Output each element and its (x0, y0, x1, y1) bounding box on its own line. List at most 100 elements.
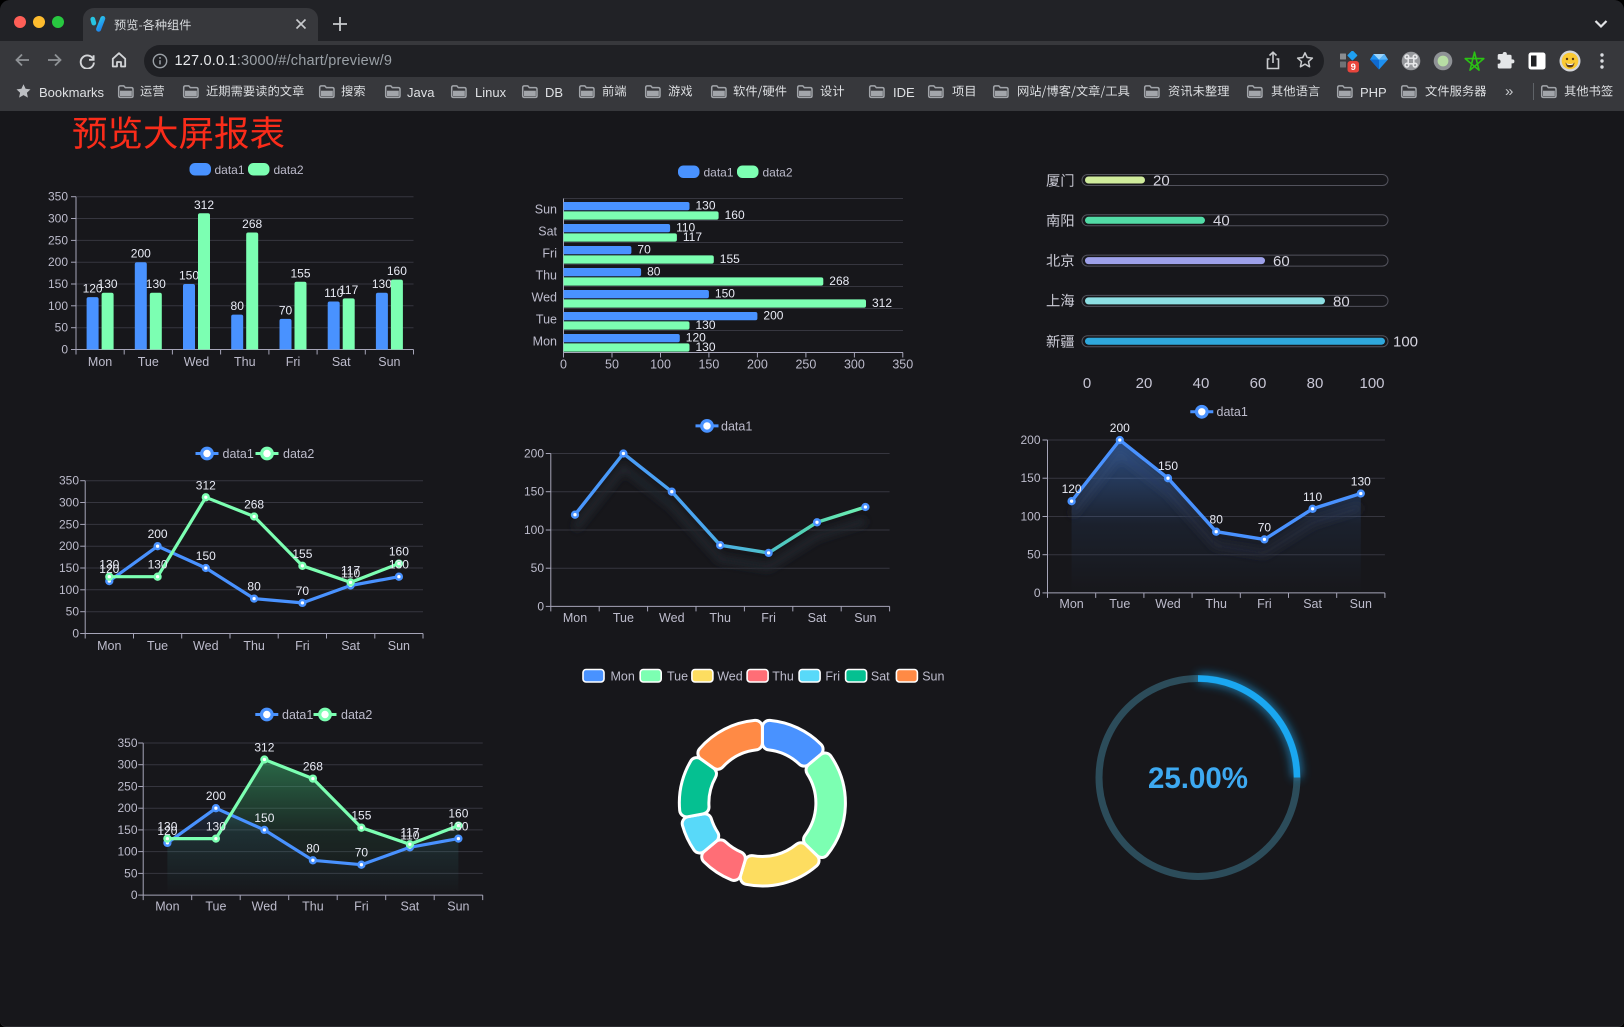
svg-text:130: 130 (206, 820, 226, 834)
svg-text:100: 100 (1359, 375, 1384, 392)
svg-text:Thu: Thu (234, 355, 256, 369)
svg-text:150: 150 (196, 549, 216, 563)
svg-text:Sun: Sun (447, 900, 469, 914)
svg-text:300: 300 (48, 212, 68, 226)
svg-text:130: 130 (372, 277, 392, 291)
svg-text:0: 0 (61, 343, 68, 357)
svg-text:Tue: Tue (147, 639, 168, 653)
svg-text:data2: data2 (341, 708, 372, 722)
svg-text:80: 80 (1210, 513, 1224, 527)
svg-text:0: 0 (537, 599, 544, 613)
svg-text:200: 200 (59, 539, 79, 553)
svg-text:Mon: Mon (97, 639, 121, 653)
svg-text:110: 110 (1303, 490, 1322, 504)
svg-text:Tue: Tue (613, 611, 634, 625)
svg-text:130: 130 (98, 277, 118, 291)
svg-text:200: 200 (48, 255, 68, 269)
svg-text:70: 70 (637, 243, 651, 257)
svg-text:Tue: Tue (138, 355, 159, 369)
svg-text:300: 300 (117, 758, 137, 772)
svg-text:130: 130 (1351, 475, 1371, 489)
svg-text:0: 0 (1034, 586, 1041, 600)
svg-text:155: 155 (290, 266, 310, 280)
svg-text:150: 150 (1020, 471, 1040, 485)
svg-text:80: 80 (647, 265, 661, 279)
svg-text:150: 150 (48, 277, 68, 291)
svg-text:155: 155 (720, 252, 740, 266)
svg-text:117: 117 (339, 283, 358, 297)
svg-text:80: 80 (1333, 293, 1350, 310)
svg-text:130: 130 (696, 340, 716, 354)
svg-text:Tue: Tue (205, 900, 226, 914)
svg-text:150: 150 (179, 269, 199, 283)
svg-text:130: 130 (696, 318, 716, 332)
svg-text:0: 0 (1083, 375, 1091, 392)
svg-text:60: 60 (1273, 253, 1290, 270)
svg-text:100: 100 (650, 358, 671, 372)
svg-text:Fri: Fri (542, 247, 557, 261)
svg-text:25.00%: 25.00% (1148, 762, 1248, 795)
svg-text:268: 268 (303, 760, 323, 774)
svg-text:Mon: Mon (1059, 597, 1083, 611)
svg-text:80: 80 (231, 299, 245, 313)
svg-text:data1: data1 (215, 163, 245, 177)
svg-text:350: 350 (892, 358, 913, 372)
svg-text:110: 110 (324, 286, 343, 300)
svg-text:Sat: Sat (538, 225, 557, 239)
svg-text:130: 130 (146, 277, 166, 291)
svg-text:250: 250 (795, 358, 816, 372)
svg-text:50: 50 (1027, 548, 1041, 562)
svg-text:Wed: Wed (659, 611, 685, 625)
svg-text:Fri: Fri (286, 355, 301, 369)
svg-text:80: 80 (1307, 375, 1324, 392)
svg-text:130: 130 (99, 558, 119, 572)
svg-text:155: 155 (351, 809, 371, 823)
svg-text:130: 130 (389, 558, 409, 572)
svg-text:300: 300 (59, 496, 79, 510)
svg-text:data2: data2 (283, 447, 314, 461)
svg-text:200: 200 (1110, 421, 1130, 435)
svg-text:350: 350 (59, 474, 79, 488)
svg-text:Wed: Wed (717, 670, 743, 684)
svg-text:160: 160 (389, 545, 409, 559)
svg-text:130: 130 (448, 820, 468, 834)
svg-text:Sat: Sat (808, 611, 827, 625)
svg-text:Wed: Wed (184, 355, 210, 369)
svg-text:Wed: Wed (193, 639, 219, 653)
svg-text:268: 268 (242, 217, 262, 231)
svg-text:117: 117 (683, 230, 702, 244)
svg-text:130: 130 (696, 199, 716, 213)
svg-text:70: 70 (355, 846, 369, 860)
svg-text:350: 350 (48, 190, 68, 204)
svg-text:Thu: Thu (535, 269, 557, 283)
svg-text:70: 70 (296, 584, 310, 598)
svg-text:50: 50 (55, 321, 69, 335)
svg-text:Fri: Fri (761, 611, 776, 625)
svg-text:Mon: Mon (533, 335, 557, 349)
svg-text:Sun: Sun (922, 670, 944, 684)
svg-text:120: 120 (83, 282, 103, 296)
svg-text:data1: data1 (721, 419, 752, 433)
svg-text:Mon: Mon (563, 611, 587, 625)
svg-text:50: 50 (531, 561, 545, 575)
svg-text:Thu: Thu (302, 900, 324, 914)
svg-text:100: 100 (524, 523, 544, 537)
svg-text:150: 150 (698, 358, 719, 372)
svg-text:312: 312 (196, 478, 216, 492)
svg-text:100: 100 (59, 583, 79, 597)
svg-text:120: 120 (99, 562, 119, 576)
svg-text:100: 100 (1393, 334, 1418, 351)
svg-text:Tue: Tue (536, 313, 557, 327)
svg-text:200: 200 (131, 247, 151, 261)
svg-text:160: 160 (448, 807, 468, 821)
svg-text:155: 155 (292, 547, 312, 561)
svg-text:100: 100 (117, 845, 137, 859)
svg-text:data1: data1 (704, 165, 734, 179)
svg-text:50: 50 (124, 866, 138, 880)
svg-text:117: 117 (341, 563, 360, 577)
svg-text:250: 250 (48, 233, 68, 247)
svg-text:130: 130 (148, 558, 168, 572)
svg-text:Thu: Thu (1205, 597, 1227, 611)
svg-text:120: 120 (1062, 482, 1082, 496)
svg-text:200: 200 (763, 309, 783, 323)
